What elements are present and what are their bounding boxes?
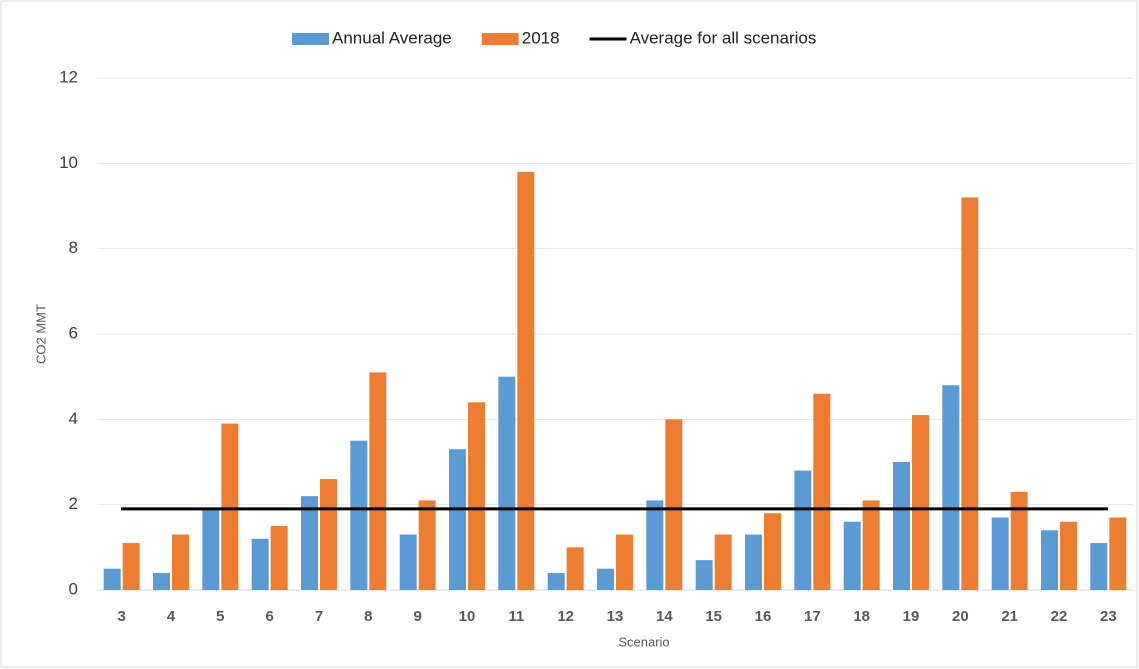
bar <box>320 479 337 590</box>
x-tick-label: 17 <box>804 608 821 625</box>
legend-label: Annual Average <box>332 28 452 47</box>
bar <box>498 376 516 590</box>
bar <box>1041 530 1058 590</box>
bar <box>1090 543 1108 590</box>
bar <box>646 500 664 590</box>
x-tick-label: 23 <box>1100 608 1117 625</box>
y-tick-label: 8 <box>69 238 78 257</box>
bar <box>468 402 485 590</box>
bar <box>961 197 979 590</box>
legend-swatch <box>481 33 519 45</box>
x-tick-label: 9 <box>413 608 421 625</box>
x-tick-label: 13 <box>607 608 624 625</box>
bar <box>893 462 910 590</box>
x-tick-label: 12 <box>557 608 574 625</box>
y-tick-label: 0 <box>69 579 78 598</box>
bar <box>418 500 436 590</box>
x-tick-label: 20 <box>952 608 969 625</box>
bar <box>714 534 732 590</box>
x-tick-label: 4 <box>167 608 176 625</box>
x-tick-label: 18 <box>853 608 870 625</box>
bar <box>221 423 239 590</box>
bar <box>794 470 812 590</box>
bar <box>270 526 288 590</box>
bar <box>122 543 140 590</box>
legend-swatch <box>292 33 329 45</box>
x-tick-label: 16 <box>755 608 772 625</box>
x-tick-label: 6 <box>265 608 273 625</box>
x-tick-label: 21 <box>1001 608 1018 625</box>
bar <box>991 517 1009 590</box>
bar <box>813 393 831 590</box>
bar <box>912 415 929 590</box>
bar <box>616 534 633 590</box>
y-axis-label: CO2 MMT <box>33 304 48 364</box>
x-tick-label: 7 <box>315 608 323 625</box>
y-tick-label: 10 <box>59 153 78 172</box>
x-tick-label: 14 <box>656 608 673 625</box>
bar <box>566 547 584 590</box>
bar <box>301 496 318 590</box>
legend-label: 2018 <box>522 28 560 47</box>
y-tick-label: 12 <box>59 67 78 86</box>
bar <box>251 538 269 590</box>
bar <box>369 372 387 590</box>
bar <box>862 500 880 590</box>
bar <box>153 572 170 590</box>
y-tick-label: 2 <box>69 494 78 513</box>
x-axis-label: Scenario <box>618 634 669 649</box>
bar <box>745 534 762 590</box>
bar <box>399 534 417 590</box>
bar <box>1109 517 1127 590</box>
x-tick-label: 15 <box>705 608 722 625</box>
x-tick-label: 3 <box>117 608 125 625</box>
bar <box>172 534 189 590</box>
bar <box>517 171 535 590</box>
x-tick-label: 10 <box>459 608 476 625</box>
bar <box>350 440 368 590</box>
x-tick-label: 8 <box>364 608 372 625</box>
bar <box>449 449 466 590</box>
x-tick-label: 5 <box>216 608 224 625</box>
x-tick-label: 22 <box>1051 608 1068 625</box>
y-tick-label: 6 <box>69 323 78 342</box>
legend-label: Average for all scenarios <box>630 28 817 47</box>
bar <box>1010 491 1028 590</box>
bar <box>665 419 683 590</box>
x-tick-label: 11 <box>508 608 524 625</box>
bar <box>843 521 861 590</box>
x-tick-label: 19 <box>903 608 920 625</box>
y-tick-label: 4 <box>69 409 78 428</box>
bar <box>1060 521 1077 590</box>
bar <box>547 572 565 590</box>
bar <box>103 568 121 590</box>
bar <box>942 385 960 590</box>
bar <box>597 568 614 590</box>
bar <box>695 560 713 590</box>
bar <box>202 508 220 590</box>
bar <box>764 513 781 590</box>
